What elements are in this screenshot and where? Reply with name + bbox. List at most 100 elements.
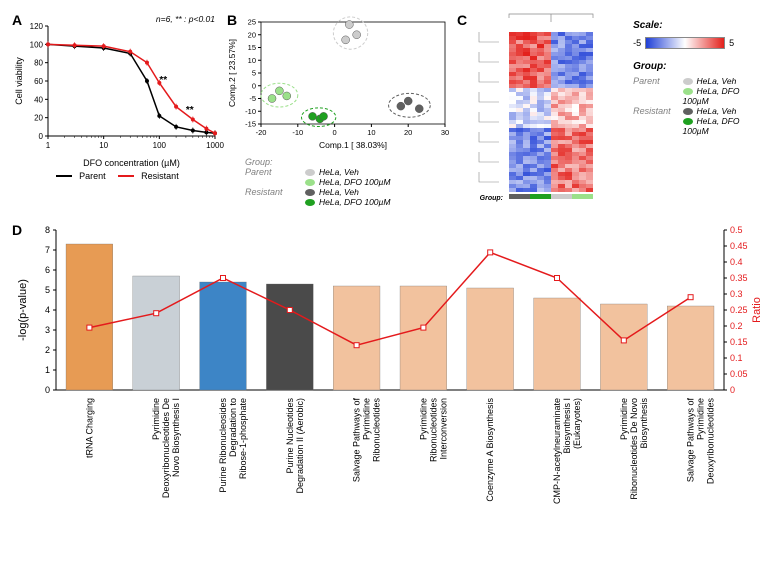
scale-max: 5 [729, 38, 734, 48]
svg-text:Salvage Pathways ofPyrimidineD: Salvage Pathways ofPyrimidineDeoxyribonu… [686, 398, 716, 485]
legend-text: HeLa, Veh [697, 106, 737, 116]
svg-text:n=6, ** : p<0.01: n=6, ** : p<0.01 [156, 14, 215, 24]
svg-text:80: 80 [34, 59, 43, 68]
svg-text:0.15: 0.15 [730, 337, 748, 347]
svg-text:CMP-N-acetylneuraminateBiosynt: CMP-N-acetylneuraminateBiosynthesis I(Eu… [552, 398, 582, 504]
legend-text: HeLa, DFO 100µM [319, 197, 391, 207]
svg-text:100: 100 [30, 40, 44, 49]
svg-text:120: 120 [30, 22, 44, 31]
legend-swatch-resistant [118, 175, 134, 177]
panel-b-legend: Group: Parent HeLa, Veh HeLa, DFO 100µM … [245, 157, 455, 207]
svg-text:0: 0 [45, 385, 50, 395]
panel-c-label: C [457, 12, 467, 28]
svg-text:1000: 1000 [206, 141, 224, 150]
svg-text:Salvage Pathways ofPyrimidineR: Salvage Pathways ofPyrimidineRibonucleot… [352, 398, 382, 483]
svg-text:0.35: 0.35 [730, 273, 748, 283]
panel-a-label: A [12, 12, 22, 28]
legend-text: HeLa, DFO 100µM [319, 177, 391, 187]
svg-text:-5: -5 [249, 94, 256, 103]
svg-text:0.2: 0.2 [730, 321, 743, 331]
svg-text:20: 20 [248, 30, 256, 39]
svg-text:0.25: 0.25 [730, 305, 748, 315]
group-heading-c: Group: [633, 61, 767, 72]
panel-b-chart: -20-100102030-15-10-50510152025Comp.1 [ … [225, 10, 455, 150]
legend-swatch-parent [56, 175, 72, 177]
scale-bar-row: -5 5 [633, 37, 767, 49]
panel-c-heatmap: Group: [469, 10, 627, 210]
svg-text:8: 8 [45, 225, 50, 235]
svg-text:**: ** [159, 75, 167, 86]
svg-text:40: 40 [34, 95, 43, 104]
svg-text:0.45: 0.45 [730, 241, 748, 251]
legend-label-parent: Parent [79, 171, 106, 181]
svg-text:5: 5 [252, 69, 256, 78]
dot-icon [683, 78, 693, 85]
svg-text:Coenzyme A Biosynthesis: Coenzyme A Biosynthesis [485, 398, 495, 502]
svg-text:100: 100 [153, 141, 167, 150]
svg-text:0: 0 [252, 81, 256, 90]
svg-text:Comp.1 [ 38.03%]: Comp.1 [ 38.03%] [319, 140, 387, 150]
resistant-heading-c: Resistant [633, 106, 682, 136]
legend-label-resistant: Resistant [141, 171, 179, 181]
svg-text:0: 0 [730, 385, 735, 395]
svg-text:0.1: 0.1 [730, 353, 743, 363]
svg-text:Purine NucleotidesDegradation: Purine NucleotidesDegradation II (Aerobi… [285, 398, 305, 494]
panel-d-chart: 01234567800.050.10.150.20.250.30.350.40.… [10, 220, 770, 560]
svg-text:**: ** [186, 105, 194, 116]
panel-a: A 0204060801001201101001000****DFO conce… [10, 10, 225, 182]
dot-icon [683, 88, 693, 95]
svg-text:PyrimidineDeoxyribonucleotides: PyrimidineDeoxyribonucleotides DeNovo Bi… [151, 398, 181, 498]
svg-text:25: 25 [248, 18, 256, 27]
svg-text:3: 3 [45, 325, 50, 335]
panel-b-label: B [227, 12, 237, 28]
legend-b-item: HeLa, DFO 100µM [305, 197, 391, 207]
svg-text:0: 0 [333, 128, 337, 137]
svg-text:-10: -10 [292, 128, 303, 137]
svg-text:0.3: 0.3 [730, 289, 743, 299]
svg-text:PyrimidineRibonucleotidesInter: PyrimidineRibonucleotidesInterconversion [418, 398, 448, 463]
legend-c-item: HeLa, Veh [683, 76, 768, 86]
svg-text:Purine RibonucleosidesDegradat: Purine RibonucleosidesDegradation toRibo… [218, 398, 248, 493]
legend-b-item: HeLa, Veh [305, 167, 391, 177]
resistant-heading: Resistant [245, 187, 305, 207]
legend-c-item: HeLa, DFO 100µM [683, 86, 768, 106]
dot-icon [305, 179, 315, 186]
legend-c-item: HeLa, DFO 100µM [683, 116, 768, 136]
svg-text:4: 4 [45, 305, 50, 315]
svg-text:Comp.2 [ 23.57%]: Comp.2 [ 23.57%] [227, 39, 237, 107]
svg-text:Group:: Group: [480, 195, 503, 202]
panel-d-label: D [12, 222, 22, 238]
panel-c-legend: Scale: -5 5 Group: Parent HeLa, Veh HeLa… [633, 20, 767, 210]
legend-b-item: HeLa, DFO 100µM [305, 177, 391, 187]
group-heading: Group: [245, 157, 455, 167]
svg-text:0: 0 [39, 132, 44, 141]
legend-text: HeLa, Veh [319, 187, 359, 197]
panel-a-chart: 0204060801001201101001000****DFO concent… [10, 10, 225, 170]
svg-text:6: 6 [45, 265, 50, 275]
svg-text:0.5: 0.5 [730, 225, 743, 235]
svg-text:0.4: 0.4 [730, 257, 743, 267]
svg-text:5: 5 [45, 285, 50, 295]
svg-text:20: 20 [34, 114, 43, 123]
dot-icon [305, 169, 315, 176]
svg-text:-20: -20 [256, 128, 267, 137]
parent-heading: Parent [245, 167, 305, 187]
panel-c: C Group: Scale: -5 5 Group: Parent HeLa,… [455, 10, 767, 210]
legend-text: HeLa, Veh [319, 167, 359, 177]
panel-b: B -20-100102030-15-10-50510152025Comp.1 … [225, 10, 455, 207]
svg-text:DFO concentration (µM): DFO concentration (µM) [83, 158, 180, 168]
svg-text:0.05: 0.05 [730, 369, 748, 379]
dot-icon [683, 118, 693, 125]
scale-heading: Scale: [633, 20, 767, 31]
svg-text:1: 1 [46, 141, 51, 150]
panel-d: D 01234567800.050.10.150.20.250.30.350.4… [10, 220, 770, 563]
dot-icon [305, 189, 315, 196]
legend-c-item: HeLa, Veh [683, 106, 768, 116]
scale-gradient [645, 37, 725, 49]
panel-a-legend: Parent Resistant [10, 171, 225, 182]
svg-text:7: 7 [45, 245, 50, 255]
svg-text:60: 60 [34, 77, 43, 86]
svg-text:10: 10 [367, 128, 375, 137]
legend-text: HeLa, Veh [697, 76, 737, 86]
svg-text:PyrimidineRibonucleotides De N: PyrimidineRibonucleotides De NovoBiosynt… [619, 398, 649, 500]
